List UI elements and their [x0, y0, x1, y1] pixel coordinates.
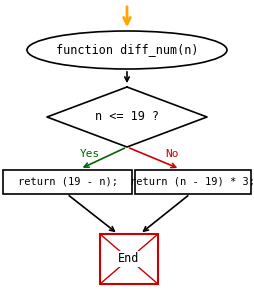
Text: End: End — [118, 252, 140, 265]
Text: return (n - 19) * 3;: return (n - 19) * 3; — [131, 177, 254, 187]
Bar — [100, 234, 158, 284]
Text: n <= 19 ?: n <= 19 ? — [95, 111, 159, 124]
Text: No: No — [165, 149, 179, 159]
Text: return (19 - n);: return (19 - n); — [18, 177, 118, 187]
Bar — [135, 170, 251, 194]
Bar — [3, 170, 132, 194]
Text: Yes: Yes — [80, 149, 100, 159]
Polygon shape — [47, 87, 207, 147]
Text: function diff_num(n): function diff_num(n) — [56, 43, 198, 56]
Ellipse shape — [27, 31, 227, 69]
